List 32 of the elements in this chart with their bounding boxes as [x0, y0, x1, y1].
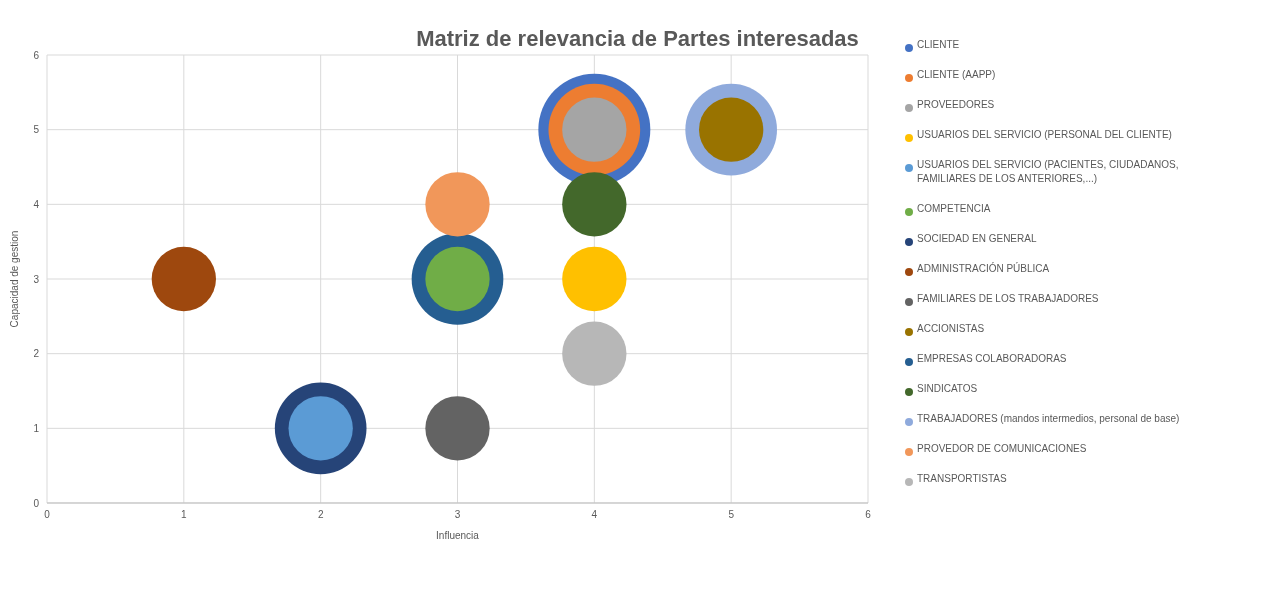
y-tick-label: 0	[33, 497, 40, 509]
x-tick-label: 6	[865, 509, 872, 521]
legend-label: USUARIOS DEL SERVICIO (PACIENTES, CIUDADANOS, FAMILIARES DE LOS ANTERIORES,...)	[917, 158, 1180, 186]
legend-label: CLIENTE	[917, 38, 961, 52]
x-tick-label: 1	[181, 509, 188, 521]
legend-label: TRANSPORTISTAS	[917, 472, 1008, 486]
legend-label: COMPETENCIA	[917, 202, 992, 216]
x-axis-title: Influencia	[436, 530, 480, 541]
y-tick-label: 5	[33, 124, 40, 136]
x-tick-label: 5	[728, 509, 735, 521]
legend-label: CLIENTE (AAPP)	[917, 68, 997, 82]
y-tick-label: 3	[33, 273, 40, 285]
x-tick-label: 4	[591, 509, 598, 521]
legend-label: ACCIONISTAS	[917, 322, 986, 336]
legend-label: PROVEDOR DE COMUNICACIONES	[917, 442, 1088, 456]
y-tick-label: 1	[33, 422, 40, 434]
legend-label: EMPRESAS COLABORADORAS	[917, 352, 1068, 366]
x-tick-label: 3	[454, 509, 461, 521]
legend-label: PROVEEDORES	[917, 98, 996, 112]
legend-label: USUARIOS DEL SERVICIO (PERSONAL DEL CLIENTE)	[917, 128, 1173, 142]
x-tick-label: 0	[44, 509, 51, 521]
y-axis-title: Capacidad de gestion	[8, 230, 20, 328]
legend-label: SINDICATOS	[917, 382, 979, 396]
y-tick-label: 2	[33, 348, 40, 360]
y-tick-label: 6	[33, 49, 40, 61]
legend-label: TRABAJADORES (mandos intermedios, personal de base)	[917, 412, 1181, 426]
legend-label: SOCIEDAD EN GENERAL	[917, 232, 1038, 246]
legend-label: FAMILIARES DE LOS TRABAJADORES	[917, 292, 1100, 306]
x-tick-label: 2	[317, 509, 324, 521]
chart-title: Matriz de relevancia de Partes interesadas	[415, 26, 860, 52]
y-tick-label: 4	[33, 198, 40, 210]
legend-label: ADMINISTRACIÓN PÚBLICA	[917, 262, 1051, 276]
